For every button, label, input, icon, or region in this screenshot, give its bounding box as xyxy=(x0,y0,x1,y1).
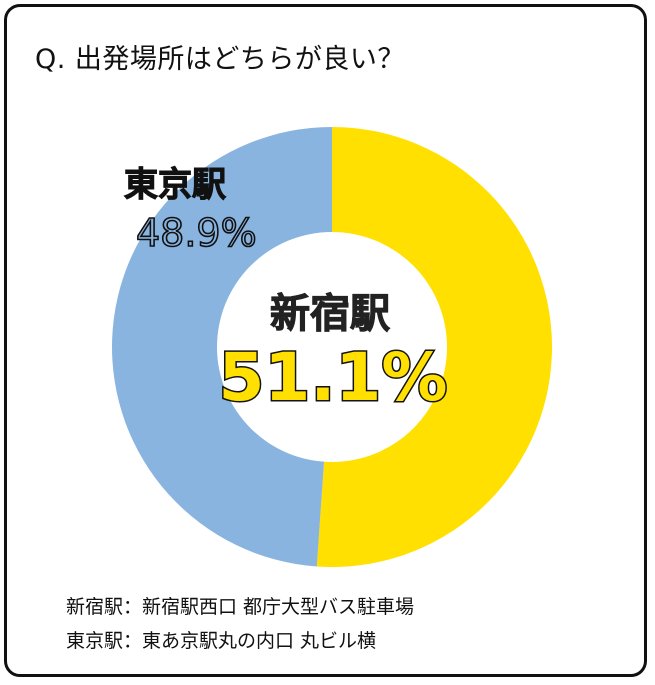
question-title: Q. 出発場所はどちらが良い？ xyxy=(35,44,405,75)
label-tokyo-value: 48.9% xyxy=(136,211,257,255)
note-tokyo: 東京駅：東あ京駅丸の内口 丸ビル横 xyxy=(66,630,377,652)
location-notes: 新宿駅：新宿駅西口 都庁大型バス駐車場 東京駅：東あ京駅丸の内口 丸ビル横 xyxy=(66,590,414,658)
label-shinjuku-name: 新宿駅 xyxy=(270,291,390,337)
label-shinjuku-value: 51.1% xyxy=(219,339,448,416)
note-shinjuku: 新宿駅：新宿駅西口 都庁大型バス駐車場 xyxy=(66,596,415,618)
label-tokyo-name: 東京駅 xyxy=(124,165,226,205)
donut-hole xyxy=(217,232,447,462)
